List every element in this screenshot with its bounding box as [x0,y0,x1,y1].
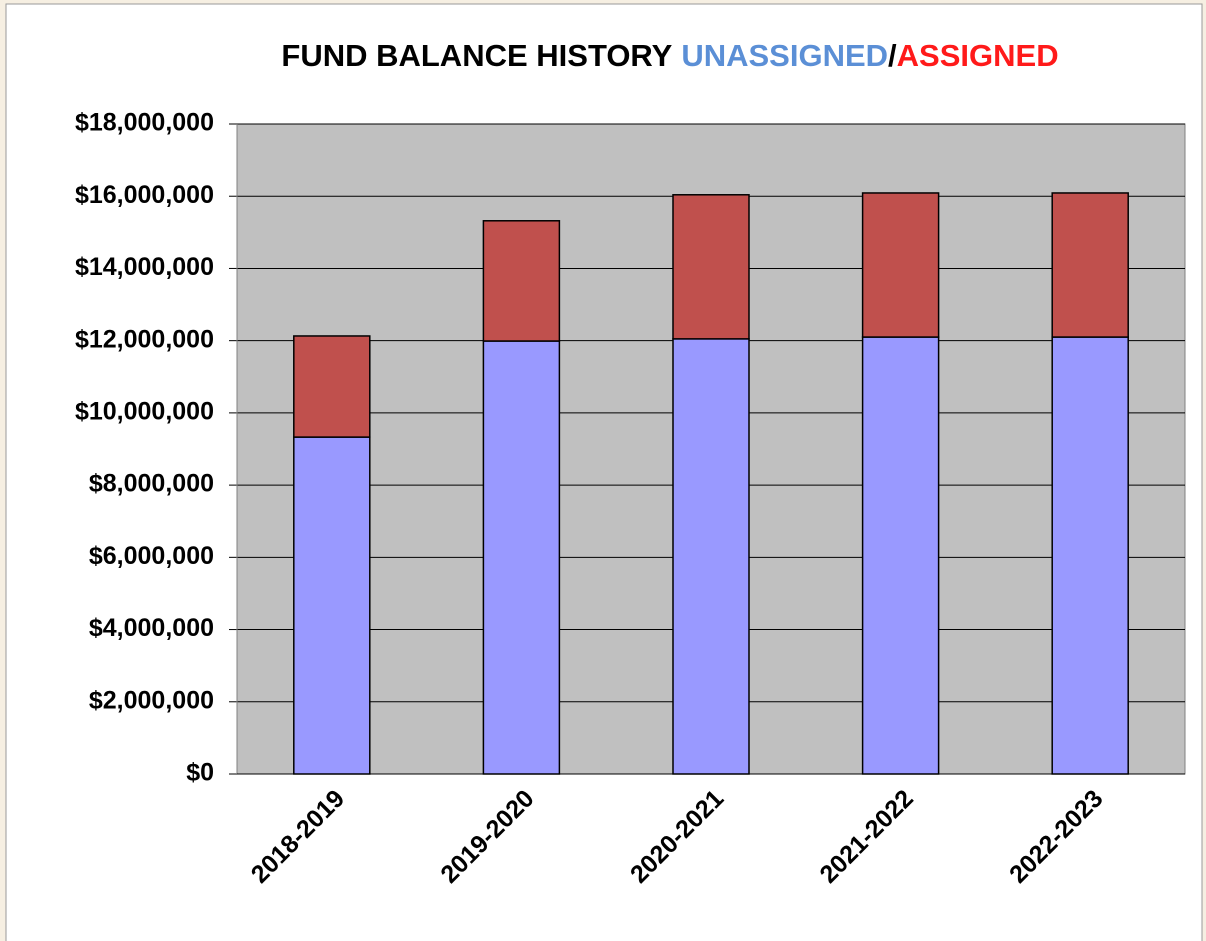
bar-segment [861,336,940,775]
y-tick-label: $12,000,000 [75,325,214,353]
chart-title: FUND BALANCE HISTORY UNASSIGNED/ASSIGNED [281,38,1058,73]
y-tick-label: $6,000,000 [89,542,214,570]
bar-segment [1051,192,1129,338]
bar-segment [293,436,371,775]
y-tick-label: $8,000,000 [89,470,214,498]
y-tick-label: $0 [186,759,214,787]
title-series: ASSIGNED [897,38,1059,73]
bar-segment [672,338,750,775]
y-tick-label: $18,000,000 [75,109,214,137]
bar-segment [293,335,371,438]
y-tick-label: $10,000,000 [75,397,214,425]
y-tick-label: $2,000,000 [89,686,214,714]
bar-segment [861,192,940,338]
title-separator: / [888,38,897,73]
y-tick-label: $4,000,000 [89,614,214,642]
bar-segment [482,220,561,342]
title-series: UNASSIGNED [681,38,888,73]
bar-segment [482,340,561,775]
title-main: FUND BALANCE HISTORY [281,38,672,73]
y-tick-label: $14,000,000 [75,253,214,281]
bar-segment [672,194,750,340]
bar-segment [1051,336,1129,775]
y-tick-label: $16,000,000 [75,181,214,209]
